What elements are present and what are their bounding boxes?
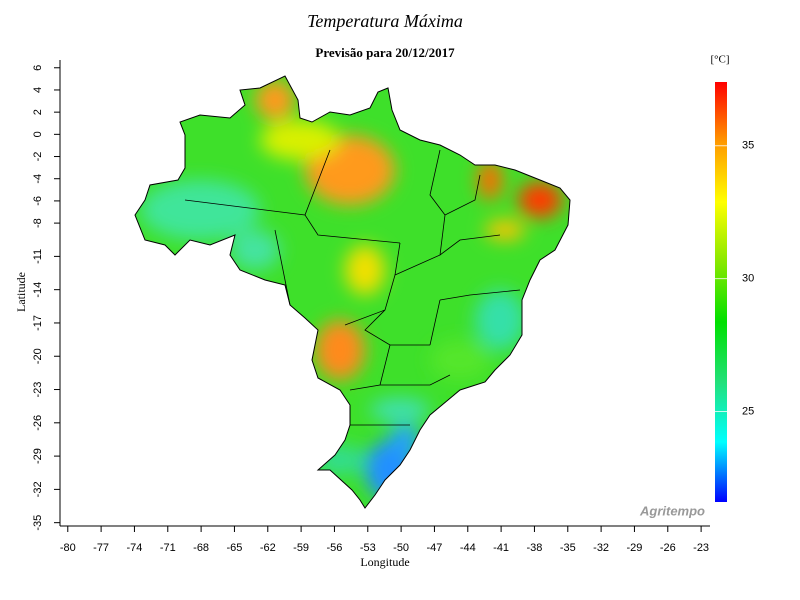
x-tick-label: -32: [593, 542, 609, 554]
x-tick-label: -44: [460, 542, 476, 554]
x-tick-label: -50: [393, 542, 409, 554]
y-tick-label: -2: [32, 152, 44, 162]
x-tick-label: -41: [493, 542, 509, 554]
x-tick-label: -74: [126, 542, 142, 554]
x-tick-label: -65: [226, 542, 242, 554]
y-tick-label: -35: [32, 515, 44, 531]
y-tick-label: -8: [32, 218, 44, 228]
y-tick-label: 2: [32, 109, 44, 115]
y-tick-label: -32: [32, 481, 44, 497]
x-tick-label: -56: [326, 542, 342, 554]
y-tick-label: -23: [32, 382, 44, 398]
y-tick-label: -14: [32, 282, 44, 298]
y-tick-label: -4: [32, 174, 44, 184]
x-tick-label: -23: [693, 542, 709, 554]
y-tick-label: -20: [32, 348, 44, 364]
y-tick-label: 0: [32, 131, 44, 137]
state-borders: [184, 149, 521, 426]
y-tick-label: 6: [32, 65, 44, 71]
colorbar-tick-label: 30: [742, 273, 754, 285]
x-tick-label: -26: [660, 542, 676, 554]
x-tick-label: -29: [626, 542, 642, 554]
x-tick-label: -38: [526, 542, 542, 554]
colorbar-tick-label: 25: [742, 406, 754, 418]
y-tick-label: -17: [32, 315, 44, 331]
y-tick-label: 4: [32, 87, 44, 93]
x-tick-label: -80: [60, 542, 76, 554]
y-axis-label: Latitude: [14, 272, 28, 312]
map-subtitle: Previsão para 20/12/2017: [315, 45, 455, 60]
y-tick-label: -26: [32, 415, 44, 431]
x-tick-label: -59: [293, 542, 309, 554]
x-tick-label: -71: [160, 542, 176, 554]
x-tick-label: -77: [93, 542, 109, 554]
y-tick-label: -29: [32, 448, 44, 464]
y-tick-label: -11: [32, 249, 44, 264]
colorbar-unit: [°C]: [710, 54, 729, 66]
colorbar: [715, 82, 727, 502]
x-tick-label: -47: [426, 542, 442, 554]
map-title: Temperatura Máxima: [307, 11, 463, 31]
colorbar-tick-label: 35: [742, 140, 754, 152]
watermark: Agritempo: [639, 503, 705, 518]
y-tick-label: -6: [32, 196, 44, 206]
x-tick-label: -35: [560, 542, 576, 554]
x-tick-label: -62: [260, 542, 276, 554]
x-axis-label: Longitude: [360, 555, 409, 569]
x-tick-label: -68: [193, 542, 209, 554]
x-tick-label: -53: [360, 542, 376, 554]
